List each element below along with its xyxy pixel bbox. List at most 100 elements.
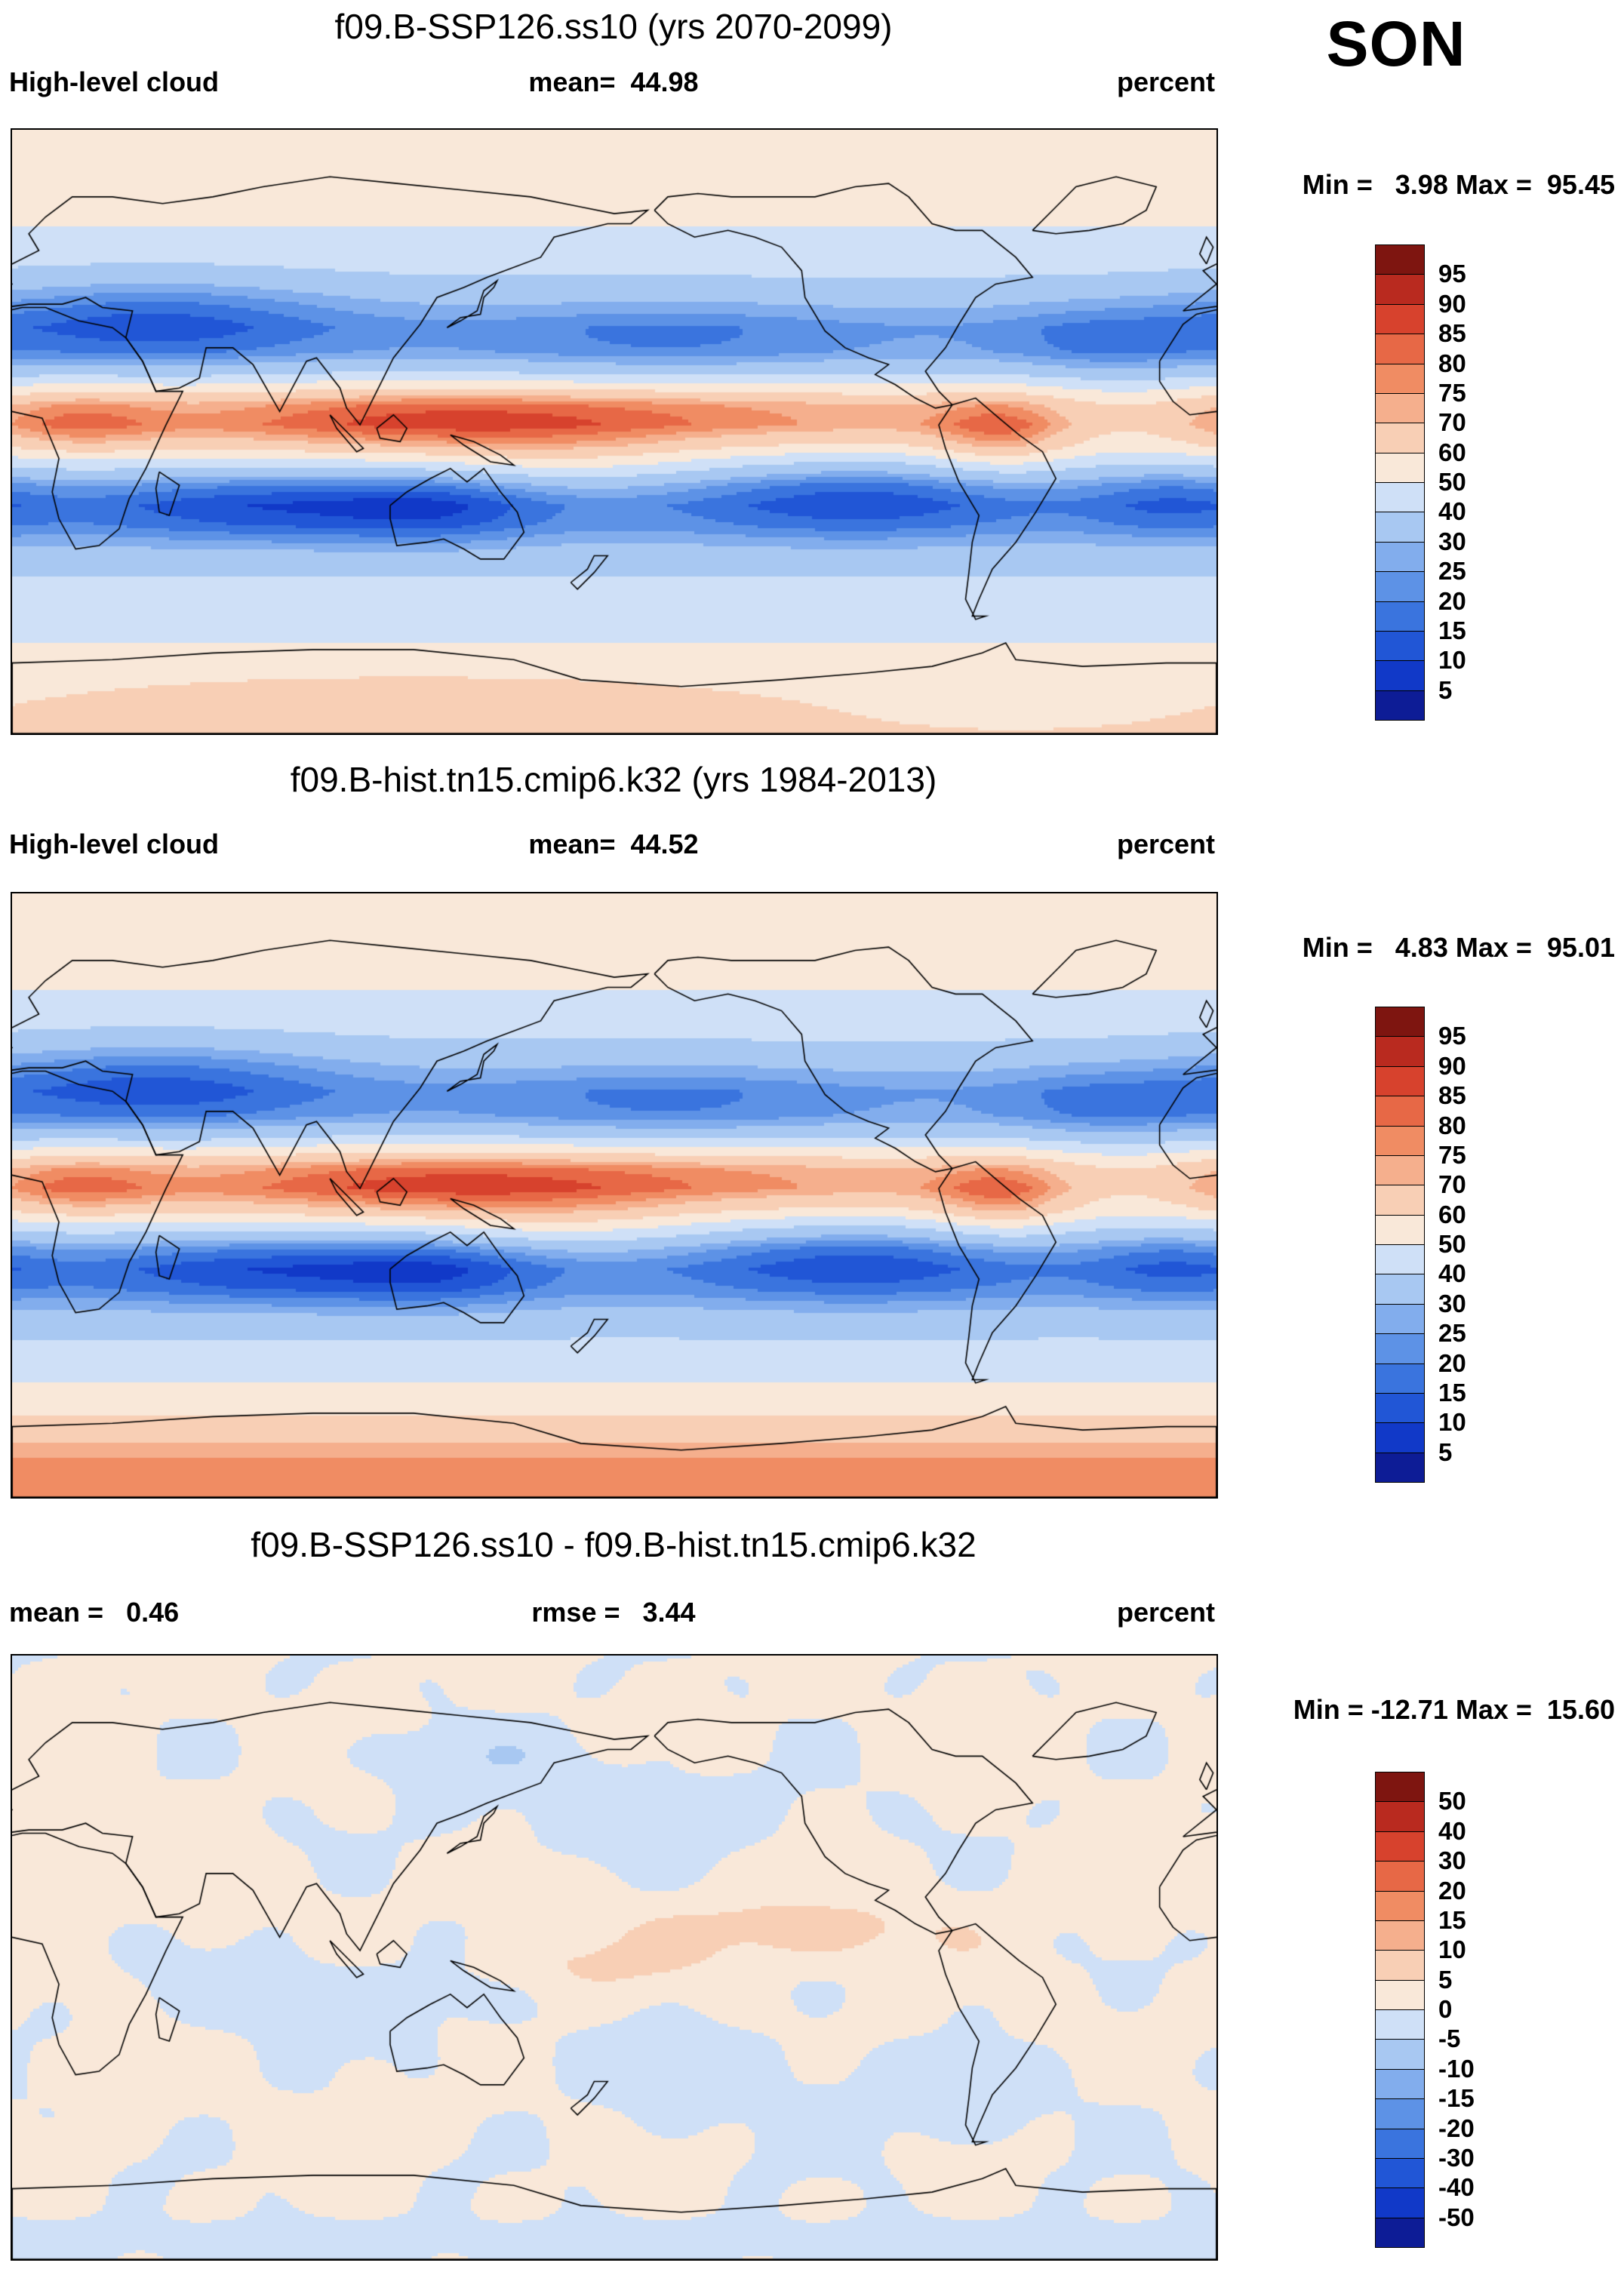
colorbar-segment	[1375, 1274, 1425, 1305]
mean-label: mean= 44.98	[528, 66, 699, 97]
colorbar-tick-label: 60	[1438, 1200, 1466, 1228]
mean-label: mean = 0.46	[9, 1597, 180, 1628]
colorbar-tick-label: -5	[1438, 2025, 1461, 2053]
colorbar-segment	[1375, 1096, 1425, 1127]
colorbar-segment	[1375, 1036, 1425, 1067]
map-canvas-hist	[11, 892, 1218, 1499]
colorbar-tick-label: 25	[1438, 1319, 1466, 1348]
colorbar-segment	[1375, 2009, 1425, 2040]
colorbar-segment	[1375, 601, 1425, 632]
units-label: percent	[1116, 66, 1215, 97]
colorbar-tick-label: 90	[1438, 289, 1466, 318]
colorbar-segment	[1375, 1861, 1425, 1892]
colorbar-segment	[1375, 571, 1425, 602]
colorbar-segment	[1375, 1333, 1425, 1364]
colorbar-segment	[1375, 2039, 1425, 2070]
colorbar-tick-label: 30	[1438, 1846, 1466, 1875]
colorbar-segment	[1375, 2098, 1425, 2129]
colorbar-tick-label: -30	[1438, 2143, 1475, 2172]
colorbar-segment	[1375, 392, 1425, 424]
colorbar-segment	[1375, 2217, 1425, 2248]
colorbar-tick-label: 15	[1438, 616, 1466, 644]
colorbar-tick-label: 70	[1438, 408, 1466, 437]
colorbar-tick-label: 10	[1438, 1935, 1466, 1964]
colorbar-segment	[1375, 363, 1425, 394]
colorbar-segment	[1375, 1363, 1425, 1394]
panel-title: f09.B-hist.tn15.cmip6.k32 (yrs 1984-2013…	[290, 760, 937, 799]
colorbar-segment	[1375, 274, 1425, 305]
colorbar-segment	[1375, 1065, 1425, 1097]
colorbar-tick-label: 75	[1438, 378, 1466, 407]
colorbar-tick-label: 85	[1438, 1081, 1466, 1110]
colorbar-tick-label: 10	[1438, 1408, 1466, 1437]
colorbar-tick-label: 60	[1438, 438, 1466, 466]
colorbar-tick-label: 80	[1438, 1111, 1466, 1139]
mean-label: mean= 44.52	[528, 829, 699, 859]
colorbar-segment	[1375, 423, 1425, 453]
panel-title: f09.B-SSP126.ss10 - f09.B-hist.tn15.cmip…	[251, 1525, 977, 1564]
colorbar-tick-label: 5	[1438, 675, 1453, 704]
colorbar-cloud: 95 90 85 80 75 70 60 50 40 30 25 20 15 10 5	[1375, 244, 1466, 721]
colorbar-tick-label: 40	[1438, 1259, 1466, 1288]
units-label: percent	[1116, 1597, 1215, 1628]
variable-label: High-level cloud	[9, 66, 220, 97]
units-label: percent	[1116, 829, 1215, 859]
colorbar-segment	[1375, 1422, 1425, 1453]
colorbar-tick-label: 50	[1438, 1230, 1466, 1258]
colorbar-tick-label: 85	[1438, 319, 1466, 348]
colorbar-tick-label: 95	[1438, 1022, 1466, 1050]
colorbar-segment	[1375, 244, 1425, 275]
colorbar-tick-label: 40	[1438, 497, 1466, 526]
colorbar-segment	[1375, 512, 1425, 543]
colorbar-tick-label: 80	[1438, 349, 1466, 377]
colorbar-segment	[1375, 1920, 1425, 1951]
variable-label: High-level cloud	[9, 829, 220, 859]
colorbar-tick-label: -10	[1438, 2054, 1475, 2083]
colorbar-segment	[1375, 660, 1425, 691]
colorbar-tick-label: -15	[1438, 2084, 1475, 2113]
minmax-label: Min = -12.71 Max = 15.60	[1293, 1694, 1615, 1725]
minmax-label: Min = 3.98 Max = 95.45	[1302, 169, 1615, 200]
season-label: SON	[1326, 8, 1466, 79]
colorbar-segment	[1375, 541, 1425, 573]
colorbar-segment	[1375, 1244, 1425, 1275]
colorbar-segment	[1375, 2157, 1425, 2189]
colorbar-segment	[1375, 1772, 1425, 1803]
colorbar-tick-label: 5	[1438, 1437, 1453, 1466]
colorbar-tick-label: -20	[1438, 2114, 1475, 2142]
colorbar-tick-label: 20	[1438, 1348, 1466, 1377]
colorbar-segment	[1375, 1801, 1425, 1832]
colorbar-segment	[1375, 1979, 1425, 2010]
colorbar-segment	[1375, 2068, 1425, 2100]
map-canvas-ssp126	[11, 128, 1218, 735]
colorbar-segment	[1375, 482, 1425, 513]
colorbar-segment	[1375, 630, 1425, 662]
colorbar-segment	[1375, 1185, 1425, 1216]
colorbar-tick-label: 20	[1438, 1876, 1466, 1905]
colorbar-tick-label: -50	[1438, 2203, 1475, 2231]
colorbar-segment	[1375, 1007, 1425, 1038]
colorbar-segment	[1375, 1125, 1425, 1156]
colorbar-segment	[1375, 1890, 1425, 1921]
colorbar-tick-label: 10	[1438, 646, 1466, 675]
colorbar-tick-label: 75	[1438, 1140, 1466, 1169]
colorbar-segment	[1375, 1452, 1425, 1483]
colorbar-segment	[1375, 2187, 1425, 2218]
colorbar-tick-label: 40	[1438, 1816, 1466, 1845]
colorbar-tick-label: 15	[1438, 1378, 1466, 1407]
colorbar-tick-label: 20	[1438, 586, 1466, 615]
colorbar-tick-label: 90	[1438, 1051, 1466, 1080]
rmse-label: rmse = 3.44	[531, 1597, 696, 1628]
colorbar-segment	[1375, 690, 1425, 721]
colorbar-segment	[1375, 334, 1425, 364]
panel-title: f09.B-SSP126.ss10 (yrs 2070-2099)	[334, 7, 893, 46]
colorbar-tick-label: 0	[1438, 1995, 1453, 2023]
colorbar-tick-label: 30	[1438, 527, 1466, 555]
colorbar-tick-label: -40	[1438, 2173, 1475, 2202]
colorbar-tick-label: 5	[1438, 1965, 1453, 1994]
map-canvas-diff	[11, 1654, 1218, 2261]
colorbar-segment	[1375, 1392, 1425, 1424]
colorbar-segment	[1375, 2128, 1425, 2159]
colorbar-segment	[1375, 303, 1425, 335]
